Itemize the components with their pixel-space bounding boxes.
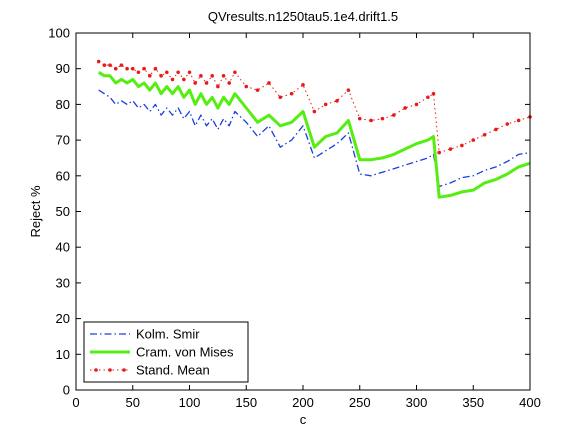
legend-label-0: Kolm. Smir — [136, 327, 200, 342]
series-point-2 — [96, 59, 101, 64]
legend-label-2: Stand. Mean — [136, 363, 210, 378]
legend-marker-2 — [122, 368, 126, 372]
y-axis-label: Reject % — [28, 185, 43, 237]
series-point-2 — [346, 88, 351, 92]
ticks: 0 50 100 150 200 250 300 350 400 0 10 20 30 40 50 60 70 8… — [48, 26, 541, 411]
series-line-1 — [97, 71, 531, 199]
series-point-2 — [460, 143, 464, 148]
legend-marker-2 — [108, 368, 112, 372]
series-point-2 — [289, 91, 294, 96]
series-point-2 — [142, 66, 146, 71]
series-point-2 — [426, 95, 430, 100]
series-point-2 — [102, 63, 107, 67]
series-point-2 — [170, 77, 175, 82]
series-point-2 — [210, 74, 214, 78]
series-point-2 — [392, 113, 396, 117]
series-point-2 — [471, 138, 476, 142]
series-point-2 — [113, 66, 118, 71]
series-point-2 — [147, 74, 152, 78]
chart-title: QVresults.n1250tau5.1e4.drift1.5 — [208, 9, 398, 24]
series-line-2 — [98, 61, 531, 154]
series-point-2 — [130, 66, 135, 71]
series-point-2 — [323, 102, 328, 107]
plot-area — [96, 59, 532, 199]
series-point-2 — [108, 63, 112, 67]
series-point-2 — [431, 91, 436, 96]
series-point-2 — [380, 116, 385, 121]
series-point-2 — [176, 70, 180, 75]
x-tick-label: 100 — [179, 395, 201, 410]
legend-marker-2 — [94, 368, 98, 372]
y-tick-label: 10 — [56, 347, 70, 362]
series-point-2 — [165, 70, 169, 75]
series-point-2 — [204, 81, 209, 85]
series-point-2 — [448, 147, 453, 151]
series-point-2 — [187, 70, 192, 75]
y-tick-label: 0 — [63, 383, 70, 398]
series-point-2 — [403, 106, 407, 110]
series-point-2 — [437, 150, 442, 155]
series-point-2 — [159, 74, 163, 78]
y-tick-label: 30 — [56, 275, 70, 290]
series-point-2 — [193, 81, 197, 85]
series-point-2 — [153, 66, 158, 71]
series-point-2 — [301, 82, 305, 87]
series-point-2 — [221, 74, 226, 78]
series-point-2 — [312, 109, 317, 114]
series-point-2 — [267, 81, 271, 85]
y-tick-label: 60 — [56, 168, 70, 183]
series-point-2 — [516, 118, 521, 123]
series-point-2 — [505, 122, 510, 126]
series-point-2 — [119, 63, 124, 67]
y-tick-label: 100 — [48, 26, 70, 41]
series-point-2 — [255, 88, 260, 92]
x-tick-label: 0 — [72, 395, 79, 410]
legend-label-1: Cram. von Mises — [136, 345, 234, 360]
x-tick-label: 200 — [292, 395, 314, 410]
y-tick-label: 70 — [56, 133, 70, 148]
series-point-2 — [482, 132, 487, 137]
series-line-0 — [98, 89, 531, 188]
x-tick-label: 150 — [235, 395, 257, 410]
series-point-2 — [216, 84, 220, 89]
x-tick-label: 50 — [126, 395, 140, 410]
y-tick-label: 90 — [56, 61, 70, 76]
x-tick-label: 400 — [519, 395, 541, 410]
x-tick-label: 250 — [349, 395, 371, 410]
y-tick-label: 40 — [56, 240, 70, 255]
series-point-2 — [182, 77, 186, 82]
series-point-2 — [414, 102, 419, 107]
x-axis-label: c — [300, 412, 307, 427]
y-tick-label: 50 — [56, 204, 70, 219]
x-tick-label: 350 — [462, 395, 484, 410]
series-point-2 — [227, 81, 232, 85]
series-point-2 — [136, 70, 141, 75]
series-point-2 — [244, 84, 249, 89]
series-point-2 — [233, 70, 237, 75]
series-point-2 — [369, 118, 373, 123]
y-tick-label: 80 — [56, 97, 70, 112]
series-point-2 — [125, 66, 129, 71]
series-point-2 — [357, 116, 362, 121]
legend: Kolm. Smir Cram. von Mises Stand. Mean — [83, 321, 249, 383]
series-point-2 — [199, 74, 203, 78]
series-point-2 — [278, 95, 283, 100]
series-point-2 — [494, 127, 498, 132]
x-tick-label: 300 — [406, 395, 428, 410]
series-point-2 — [335, 99, 339, 103]
y-tick-label: 20 — [56, 311, 70, 326]
